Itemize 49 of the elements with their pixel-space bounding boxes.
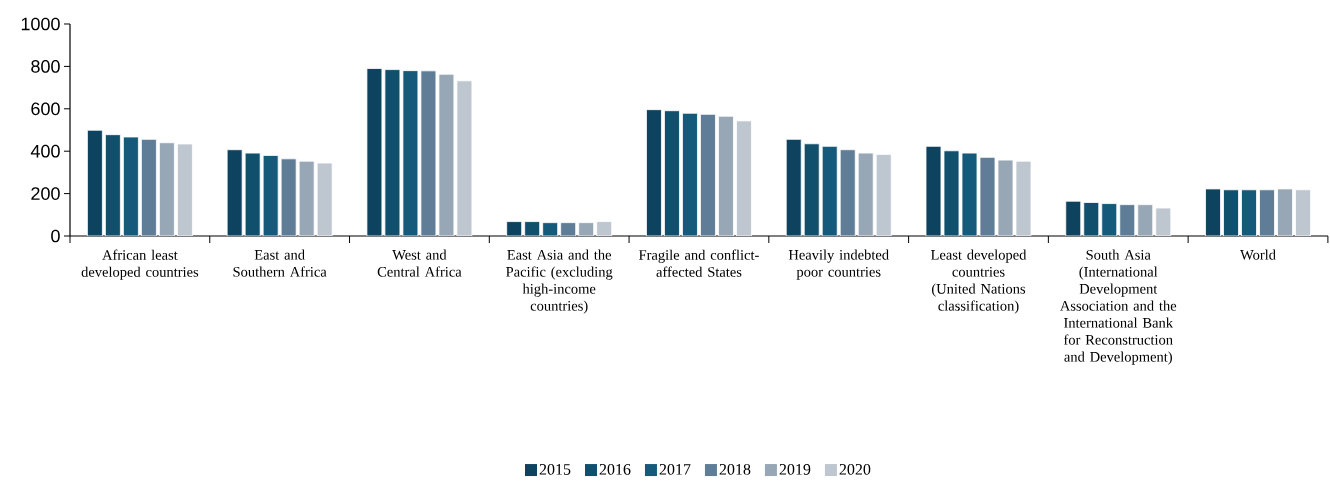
y-tick-label: 200 bbox=[31, 187, 60, 200]
bar bbox=[122, 136, 139, 236]
bar bbox=[280, 158, 297, 236]
bar bbox=[1295, 189, 1311, 236]
y-tick-label: 400 bbox=[30, 144, 60, 158]
bar bbox=[839, 149, 856, 236]
bar bbox=[104, 134, 121, 236]
bar bbox=[298, 160, 315, 236]
x-tick-label: Least developed countries (United Nations classification) bbox=[931, 249, 1027, 314]
bar bbox=[176, 143, 193, 236]
bar bbox=[244, 152, 261, 236]
x-tick-label: Fragile and conflict-affected States bbox=[638, 249, 759, 277]
x-tick-label: Heavily indebted poor countries bbox=[788, 249, 889, 280]
bar bbox=[803, 143, 820, 236]
bar bbox=[262, 155, 279, 236]
x-tick-label: World bbox=[1240, 249, 1276, 260]
y-tick-label: 800 bbox=[31, 60, 60, 73]
legend-label: 2015 bbox=[539, 463, 571, 475]
bar bbox=[718, 115, 734, 236]
bar bbox=[316, 162, 333, 236]
legend-label: 2019 bbox=[779, 463, 811, 475]
bar bbox=[158, 142, 175, 236]
x-tick-label: West and Central Africa bbox=[377, 249, 462, 277]
bar bbox=[875, 153, 892, 236]
x-tick-label: East and Southern Africa bbox=[233, 249, 327, 277]
bar bbox=[700, 113, 716, 236]
x-tick-label: East Asia and the Pacific (excluding high-income countries) bbox=[506, 249, 613, 314]
bar bbox=[226, 149, 243, 236]
y-tick-label: 1000 bbox=[21, 17, 60, 31]
bar bbox=[682, 112, 698, 236]
x-tick-label: African least developed countries bbox=[81, 249, 199, 280]
y-tick-label: 0 bbox=[51, 229, 60, 243]
bar bbox=[140, 138, 157, 236]
x-tick-label: South Asia (International Development Association and the International Bank for Reconstruction and Development) bbox=[1060, 249, 1177, 365]
bar bbox=[821, 145, 838, 236]
legend-label: 2017 bbox=[659, 463, 691, 475]
bar bbox=[646, 109, 662, 236]
y-tick-label: 600 bbox=[31, 102, 60, 116]
bar bbox=[1241, 189, 1257, 236]
bar bbox=[1223, 189, 1239, 236]
legend-label: 2018 bbox=[719, 463, 751, 475]
bar bbox=[86, 129, 103, 236]
bar bbox=[857, 152, 874, 236]
legend-label: 2016 bbox=[599, 463, 631, 475]
bar bbox=[785, 138, 802, 236]
bar bbox=[1259, 189, 1275, 236]
legend-label: 2020 bbox=[839, 463, 871, 475]
bar bbox=[736, 120, 752, 236]
bar bbox=[664, 110, 680, 236]
